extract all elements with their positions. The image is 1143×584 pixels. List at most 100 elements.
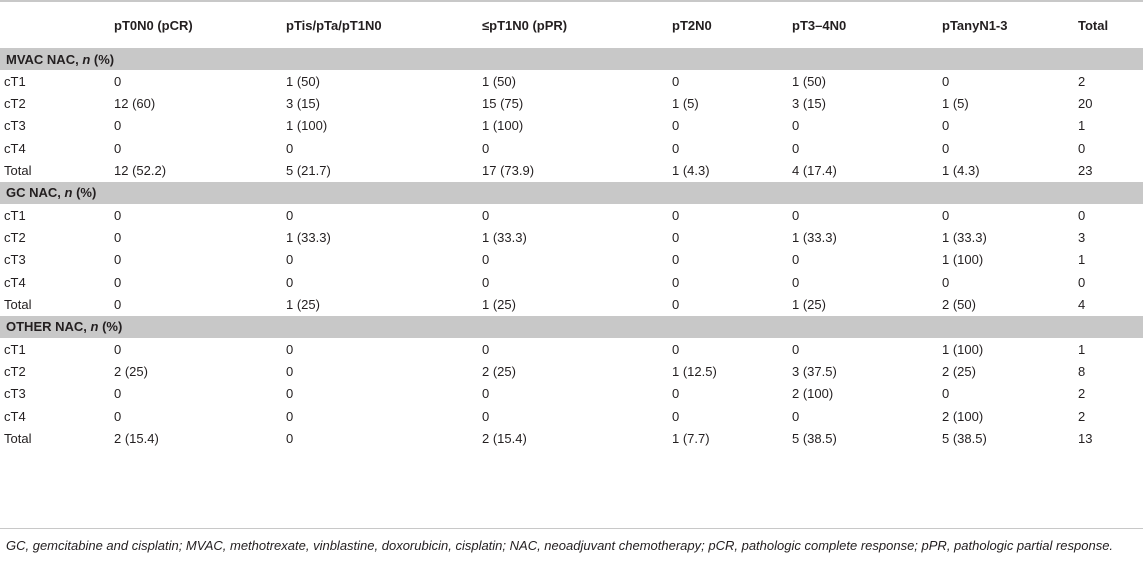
section-title-suffix: (%) (72, 185, 97, 201)
section-title-prefix: GC NAC, (6, 185, 65, 201)
table-cell: 0 (482, 341, 490, 357)
table-cell: 15 (75) (482, 96, 524, 112)
table-cell: 1 (33.3) (942, 230, 987, 246)
table-cell: 0 (672, 73, 680, 89)
table-cell: 3 (37.5) (792, 363, 837, 379)
table-cell: 0 (482, 140, 490, 156)
section-title: GC NAC, n (%) (0, 181, 1143, 204)
section-title: MVAC NAC, n (%) (0, 48, 1143, 70)
section-title-n: n (90, 319, 99, 335)
row-label: cT4 (4, 140, 26, 156)
table-cell: 5 (38.5) (942, 431, 987, 447)
table-cell: 1 (25) (482, 297, 516, 313)
table-body: MVAC NAC, n (%) cT1 0 1 (50) 1 (50) 0 1 (50) 0 2… (0, 48, 1143, 450)
table-cell: 12 (60) (114, 96, 156, 112)
table-cell: 1 (100) (286, 118, 328, 134)
table-cell: 2 (100) (792, 386, 834, 402)
table-cell: 0 (672, 207, 680, 223)
table-cell: 0 (942, 386, 950, 402)
table-cell: 0 (286, 431, 294, 447)
table-row: cT4 0 0 0 0 0 2 (100) 2 (0, 405, 1143, 427)
row-label: cT2 (4, 96, 26, 112)
table-cell: 0 (114, 408, 122, 424)
table-cell: 2 (25) (114, 363, 148, 379)
table-cell: 0 (1078, 207, 1086, 223)
table-cell: 0 (672, 297, 680, 313)
table-cell: 1 (33.3) (482, 230, 527, 246)
table-cell: 1 (1078, 118, 1086, 134)
table-cell: 0 (792, 341, 800, 357)
table-row: cT1 0 0 0 0 0 0 0 (0, 204, 1143, 226)
row-label: cT3 (4, 118, 26, 134)
table-cell: 0 (672, 230, 680, 246)
table-cell: 1 (100) (942, 252, 984, 268)
table-cell: 0 (286, 341, 294, 357)
column-header: ≤pT1N0 (pPR) (478, 0, 668, 48)
table-cell: 0 (286, 140, 294, 156)
table-cell: 0 (286, 408, 294, 424)
table-cell: 2 (15.4) (482, 431, 527, 447)
table-row: Total 12 (52.2) 5 (21.7) 17 (73.9) 1 (4.3) 4 … (0, 160, 1143, 182)
table-cell: 2 (1078, 386, 1086, 402)
table-row: cT2 12 (60) 3 (15) 15 (75) 1 (5) 3 (15) 1 (5) 2… (0, 92, 1143, 114)
table-cell: 20 (1078, 96, 1093, 112)
table-cell: 0 (672, 252, 680, 268)
table-cell: 0 (114, 252, 122, 268)
bottom-rule (0, 528, 1143, 529)
table-cell: 1 (1078, 252, 1086, 268)
table-cell: 0 (114, 274, 122, 290)
section-title-n: n (82, 51, 91, 67)
table-cell: 3 (1078, 230, 1086, 246)
table-cell: 1 (50) (482, 73, 516, 89)
row-label: cT3 (4, 386, 26, 402)
table-cell: 23 (1078, 163, 1093, 179)
table-cell: 1 (7.7) (672, 431, 710, 447)
table-row: cT4 0 0 0 0 0 0 0 (0, 137, 1143, 159)
table-cell: 2 (1078, 408, 1086, 424)
row-label: Total (4, 163, 32, 179)
table-cell: 0 (942, 274, 950, 290)
table-cell: 0 (114, 73, 122, 89)
section-header-row: MVAC NAC, n (%) (0, 48, 1143, 70)
table-cell: 0 (942, 73, 950, 89)
table-cell: 0 (672, 274, 680, 290)
table-cell: 0 (672, 140, 680, 156)
table-cell: 0 (482, 207, 490, 223)
table-row: cT3 0 1 (100) 1 (100) 0 0 0 1 (0, 115, 1143, 137)
table-cell: 2 (25) (482, 363, 516, 379)
table-cell: 0 (672, 118, 680, 134)
table-cell: 1 (4.3) (942, 163, 980, 179)
table-row: Total 2 (15.4) 0 2 (15.4) 1 (7.7) 5 (38.5) 5 (… (0, 427, 1143, 449)
table-row: Total 0 1 (25) 1 (25) 0 1 (25) 2 (50) 4 (0, 294, 1143, 316)
column-header: pT2N0 (668, 0, 788, 48)
table-cell: 12 (52.2) (114, 163, 167, 179)
table-cell: 0 (1078, 140, 1086, 156)
table-cell: 0 (792, 118, 800, 134)
table-row: cT1 0 1 (50) 1 (50) 0 1 (50) 0 2 (0, 70, 1143, 92)
section-title-prefix: OTHER NAC, (6, 319, 91, 335)
table-cell: 1 (4.3) (672, 163, 710, 179)
response-table: pT0N0 (pCR) pTis/pTa/pT1N0 ≤pT1N0 (pPR) pT2… (0, 0, 1143, 450)
table-cell: 0 (114, 118, 122, 134)
column-header (0, 0, 110, 48)
row-label: cT1 (4, 207, 26, 223)
table-cell: 0 (482, 274, 490, 290)
row-label: Total (4, 431, 32, 447)
table-cell: 0 (286, 207, 294, 223)
section-header-row: OTHER NAC, n (%) (0, 315, 1143, 338)
table-cell: 0 (792, 408, 800, 424)
table-cell: 0 (792, 140, 800, 156)
table-cell: 0 (114, 297, 122, 313)
row-label: cT4 (4, 408, 26, 424)
table-cell: 1 (25) (792, 297, 826, 313)
table-row: cT3 0 0 0 0 0 1 (100) 1 (0, 249, 1143, 271)
table-cell: 17 (73.9) (482, 163, 535, 179)
table-cell: 0 (114, 341, 122, 357)
column-header: pT3–4N0 (788, 0, 938, 48)
table-cell: 8 (1078, 363, 1086, 379)
table-cell: 1 (100) (942, 341, 984, 357)
table-cell: 1 (50) (792, 73, 826, 89)
table-cell: 1 (25) (286, 297, 320, 313)
table-cell: 0 (792, 274, 800, 290)
